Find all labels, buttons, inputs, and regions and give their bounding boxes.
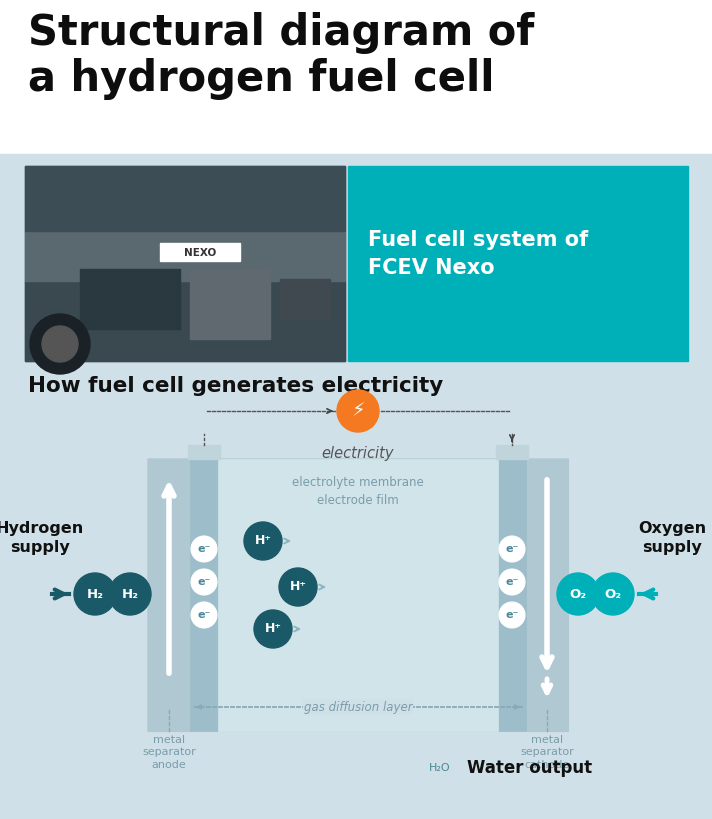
Circle shape <box>557 573 599 615</box>
Bar <box>0 155 712 369</box>
Text: a hydrogen fuel cell: a hydrogen fuel cell <box>28 58 495 100</box>
Circle shape <box>279 568 317 606</box>
Circle shape <box>74 573 116 615</box>
Text: Fuel cell system of: Fuel cell system of <box>368 229 588 250</box>
Text: H⁺: H⁺ <box>290 580 306 593</box>
Text: gas diffusion layer: gas diffusion layer <box>304 700 412 713</box>
Bar <box>25 232 345 282</box>
Bar <box>25 282 345 361</box>
Circle shape <box>191 602 217 628</box>
Bar <box>25 167 345 232</box>
Bar <box>190 459 218 731</box>
Text: e⁻: e⁻ <box>506 577 518 586</box>
Circle shape <box>499 569 525 595</box>
Text: e⁻: e⁻ <box>197 543 211 554</box>
Bar <box>280 279 330 319</box>
Text: Water output: Water output <box>467 758 592 776</box>
Text: Hydrogen
supply: Hydrogen supply <box>0 520 84 554</box>
Circle shape <box>191 536 217 563</box>
Bar <box>148 459 568 731</box>
Text: metal
separator
cathode: metal separator cathode <box>520 734 574 769</box>
Text: H₂: H₂ <box>86 588 103 601</box>
Text: e⁻: e⁻ <box>197 577 211 586</box>
Text: e⁻: e⁻ <box>506 543 518 554</box>
Text: H₂: H₂ <box>122 588 139 601</box>
Text: metal
separator
anode: metal separator anode <box>142 734 196 769</box>
Bar <box>160 244 240 262</box>
Bar <box>526 459 568 731</box>
Circle shape <box>109 573 151 615</box>
Circle shape <box>499 536 525 563</box>
Text: e⁻: e⁻ <box>506 609 518 619</box>
Text: Oxygen
supply: Oxygen supply <box>638 520 706 554</box>
Bar <box>498 459 526 731</box>
Text: ⚡: ⚡ <box>351 401 365 420</box>
Text: electrolyte membrane
electrode film: electrolyte membrane electrode film <box>292 475 424 506</box>
Text: e⁻: e⁻ <box>197 609 211 619</box>
Bar <box>218 459 498 731</box>
Circle shape <box>499 602 525 628</box>
Bar <box>190 269 270 340</box>
Circle shape <box>191 569 217 595</box>
Circle shape <box>337 391 379 432</box>
Circle shape <box>592 573 634 615</box>
Bar <box>188 446 220 459</box>
Bar <box>348 167 688 361</box>
Text: NEXO: NEXO <box>184 247 216 258</box>
Text: O₂: O₂ <box>570 588 587 601</box>
Circle shape <box>421 748 459 786</box>
Circle shape <box>254 610 292 648</box>
Circle shape <box>42 327 78 363</box>
Bar <box>0 0 712 155</box>
Text: Structural diagram of: Structural diagram of <box>28 12 535 54</box>
Bar <box>80 269 180 329</box>
Text: H⁺: H⁺ <box>254 534 271 547</box>
Circle shape <box>30 314 90 374</box>
Text: electricity: electricity <box>322 446 394 460</box>
Text: FCEV Nexo: FCEV Nexo <box>368 258 495 278</box>
Text: O₂: O₂ <box>604 588 622 601</box>
Circle shape <box>244 523 282 560</box>
Text: H₂O: H₂O <box>429 762 451 772</box>
Text: H⁺: H⁺ <box>264 622 281 635</box>
Text: How fuel cell generates electricity: How fuel cell generates electricity <box>28 376 444 396</box>
Bar <box>25 167 345 361</box>
Bar <box>148 459 190 731</box>
Bar <box>0 364 712 819</box>
Bar <box>496 446 528 459</box>
